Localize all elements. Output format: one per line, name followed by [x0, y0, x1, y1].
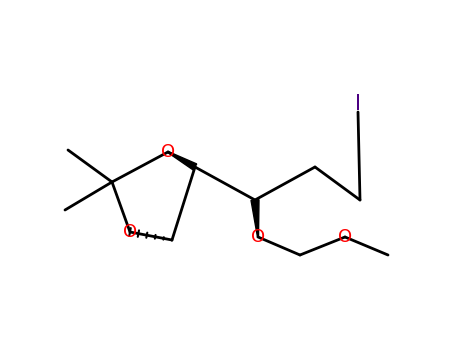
Text: O: O	[251, 228, 265, 246]
Text: O: O	[338, 228, 352, 246]
Text: I: I	[355, 94, 361, 114]
Polygon shape	[251, 200, 259, 237]
Text: O: O	[161, 143, 175, 161]
Text: O: O	[123, 223, 137, 241]
Polygon shape	[168, 152, 197, 170]
